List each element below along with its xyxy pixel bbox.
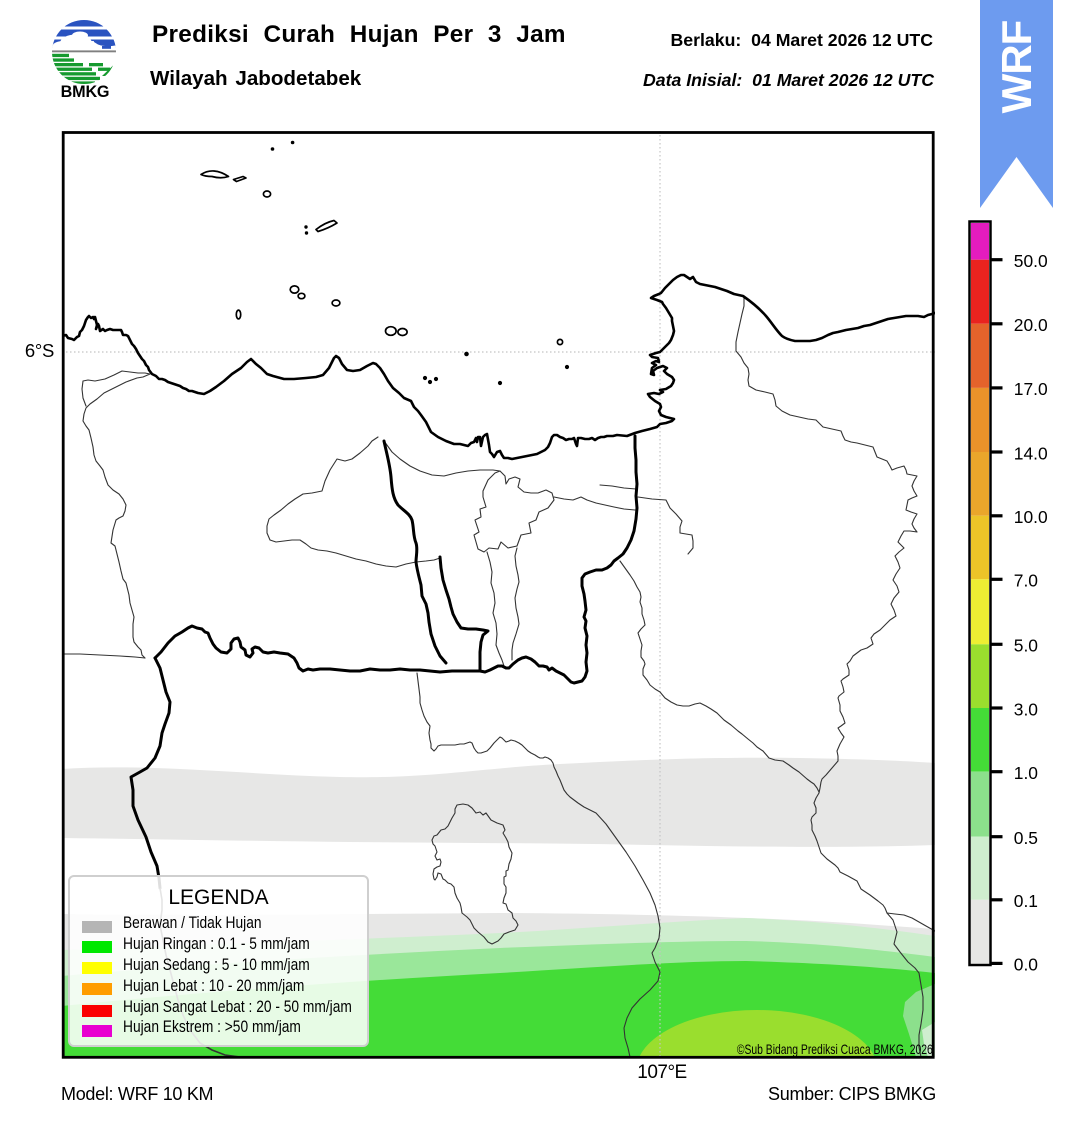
- svg-text:10.0: 10.0: [1014, 507, 1048, 527]
- svg-text:0.1: 0.1: [1014, 891, 1038, 911]
- svg-text:17.0: 17.0: [1014, 379, 1048, 399]
- svg-text:1.0: 1.0: [1014, 763, 1038, 783]
- svg-text:20.0: 20.0: [1014, 315, 1048, 335]
- svg-text:3.0: 3.0: [1014, 699, 1038, 719]
- svg-text:14.0: 14.0: [1014, 443, 1048, 463]
- svg-text:7.0: 7.0: [1014, 571, 1038, 591]
- svg-text:50.0: 50.0: [1014, 251, 1048, 271]
- svg-text:0.5: 0.5: [1014, 828, 1038, 848]
- svg-text:5.0: 5.0: [1014, 636, 1038, 656]
- svg-text:0.0: 0.0: [1014, 955, 1038, 975]
